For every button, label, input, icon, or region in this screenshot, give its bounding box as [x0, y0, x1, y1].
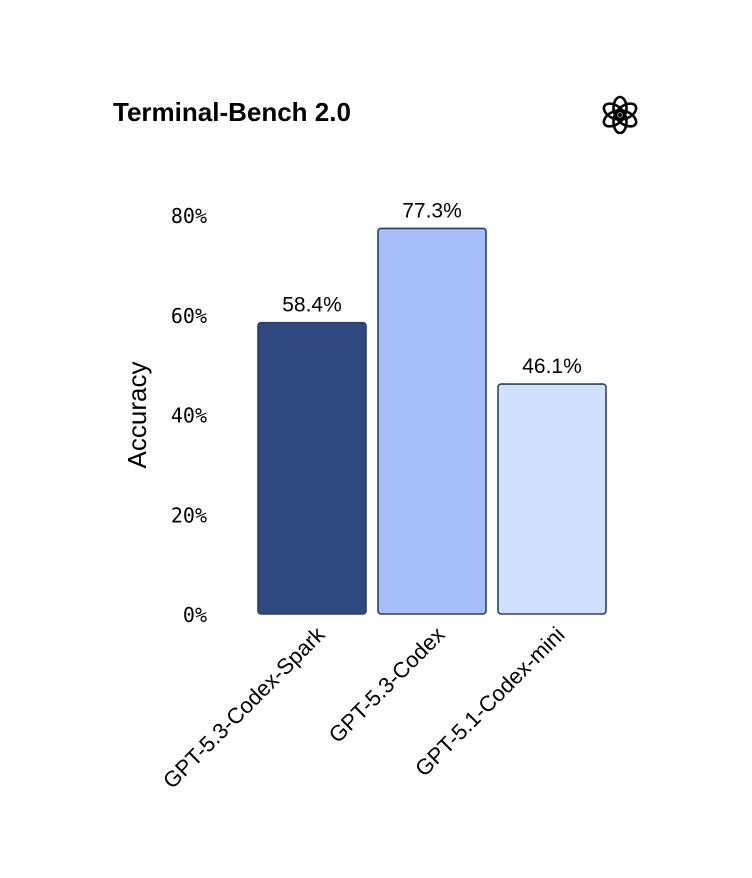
bar-value-label: 46.1% [522, 355, 582, 378]
openai-logo-icon [602, 95, 638, 135]
y-tick-label: 40% [171, 404, 207, 428]
bar [497, 383, 607, 615]
y-tick-label: 60% [171, 304, 207, 328]
bar [377, 227, 487, 615]
y-axis-ticks: 0% 20% 40% 60% 80% [171, 204, 207, 627]
bar-value-label: 58.4% [282, 294, 342, 317]
x-axis-ticks: GPT-5.3-Codex-SparkGPT-5.3-CodexGPT-5.1-… [158, 621, 570, 793]
chart-title: Terminal-Bench 2.0 [113, 97, 351, 127]
y-tick-label: 20% [171, 503, 207, 527]
x-tick-label: GPT-5.3-Codex-Spark [158, 621, 330, 793]
y-tick-label: 80% [171, 204, 207, 228]
bars [257, 227, 607, 615]
bar [257, 321, 367, 615]
y-tick-label: 0% [183, 603, 207, 627]
data-labels: 58.4% 77.3% 46.1% [282, 199, 582, 378]
bar-value-label: 77.3% [402, 199, 462, 222]
x-tick-label: GPT-5.3-Codex [324, 622, 450, 748]
logo-petal [602, 102, 626, 121]
y-axis-label: Accuracy [122, 362, 152, 469]
